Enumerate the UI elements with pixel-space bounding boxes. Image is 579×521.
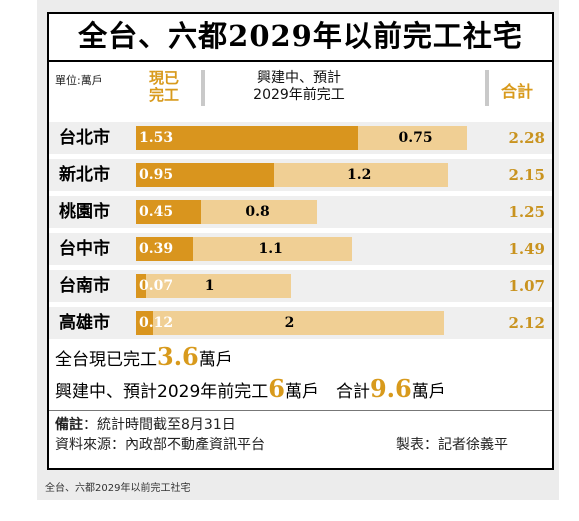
planned-value-label: 2 — [284, 315, 295, 331]
bar-planned — [201, 200, 318, 224]
bar-planned — [273, 163, 449, 187]
planned-value-label: 0.75 — [398, 130, 433, 146]
notes-divider — [49, 410, 552, 411]
total-value-label: 1.25 — [508, 203, 545, 221]
bar-planned — [192, 237, 353, 261]
bar-planned — [358, 126, 467, 150]
summary-line2: 興建中、預計2029年前完工6萬戶 合計9.6萬戶 — [55, 376, 446, 405]
bar-built — [136, 163, 274, 187]
legend-built-line2: 完工 — [149, 86, 180, 104]
planned-value-label: 1.1 — [258, 241, 283, 257]
legend-separator — [485, 70, 489, 106]
summary-line1-unit: 萬戶 — [198, 350, 233, 370]
image-caption: 全台、六都2029年以前完工社宅 — [45, 483, 191, 494]
summary-grand-total: 9.6 — [369, 374, 412, 403]
infographic-card: 全台、六都2029年以前完工社宅 單位:萬戶 現已 完工 興建中、預計 2029… — [47, 12, 554, 470]
bar-built — [136, 237, 193, 261]
built-value-label: 0.95 — [139, 167, 174, 183]
legend-planned: 興建中、預計 2029年前完工 — [229, 70, 369, 104]
total-value-label: 2.12 — [508, 314, 545, 332]
summary-line1: 全台現已完工3.6萬戶 — [55, 344, 233, 373]
built-value-label: 0.45 — [139, 204, 174, 220]
bar-built — [136, 126, 359, 150]
category-label: 桃園市 — [59, 202, 110, 222]
legend-total: 合計 — [501, 82, 534, 101]
summary-line2-mid: 萬戶 合計 — [284, 382, 370, 402]
built-value-label: 0.07 — [139, 278, 174, 294]
category-label: 新北市 — [59, 165, 110, 185]
category-label: 高雄市 — [59, 313, 110, 333]
built-value-label: 0.12 — [139, 315, 174, 331]
summary-line2-text: 興建中、預計2029年前完工 — [55, 382, 269, 402]
title-divider — [49, 60, 552, 62]
source-note: 資料來源：內政部不動產資訊平台 — [55, 437, 265, 453]
bar-built — [136, 311, 154, 335]
built-value-label: 0.39 — [139, 241, 174, 257]
planned-value-label: 1 — [204, 278, 215, 294]
remark-text: ：統計時間截至8月31日 — [83, 417, 236, 433]
legend-planned-line2: 2029年前完工 — [253, 87, 345, 103]
total-value-label: 2.15 — [508, 166, 545, 184]
category-label: 台中市 — [59, 239, 110, 259]
chart-title: 全台、六都2029年以前完工社宅 — [78, 19, 523, 53]
bar-planned — [146, 274, 292, 298]
unit-label: 單位:萬戶 — [55, 74, 103, 87]
total-value-label: 1.07 — [508, 277, 545, 295]
legend-separator — [201, 70, 205, 106]
total-value-label: 1.49 — [508, 240, 545, 258]
total-value-label: 2.28 — [508, 129, 545, 147]
category-label: 台北市 — [59, 128, 110, 148]
planned-value-label: 0.8 — [245, 204, 270, 220]
credit-note: 製表：記者徐義平 — [396, 437, 508, 453]
legend-built: 現已 完工 — [149, 70, 179, 104]
remark-note: 備註：統計時間截至8月31日 — [55, 416, 236, 434]
built-value-label: 1.53 — [139, 130, 174, 146]
summary-line1-text: 全台現已完工 — [55, 350, 157, 370]
bar-planned — [153, 311, 444, 335]
summary-planned-total: 6 — [268, 374, 285, 403]
remark-label: 備註 — [55, 417, 83, 433]
row-background — [49, 270, 552, 302]
category-label: 台南市 — [59, 276, 110, 296]
bar-built — [136, 200, 202, 224]
bar-built — [136, 274, 147, 298]
legend-built-line1: 現已 — [149, 69, 180, 87]
summary-built-total: 3.6 — [157, 342, 199, 371]
planned-value-label: 1.2 — [347, 167, 372, 183]
summary-line2-unit: 萬戶 — [411, 382, 446, 402]
legend-planned-line1: 興建中、預計 — [257, 70, 341, 86]
